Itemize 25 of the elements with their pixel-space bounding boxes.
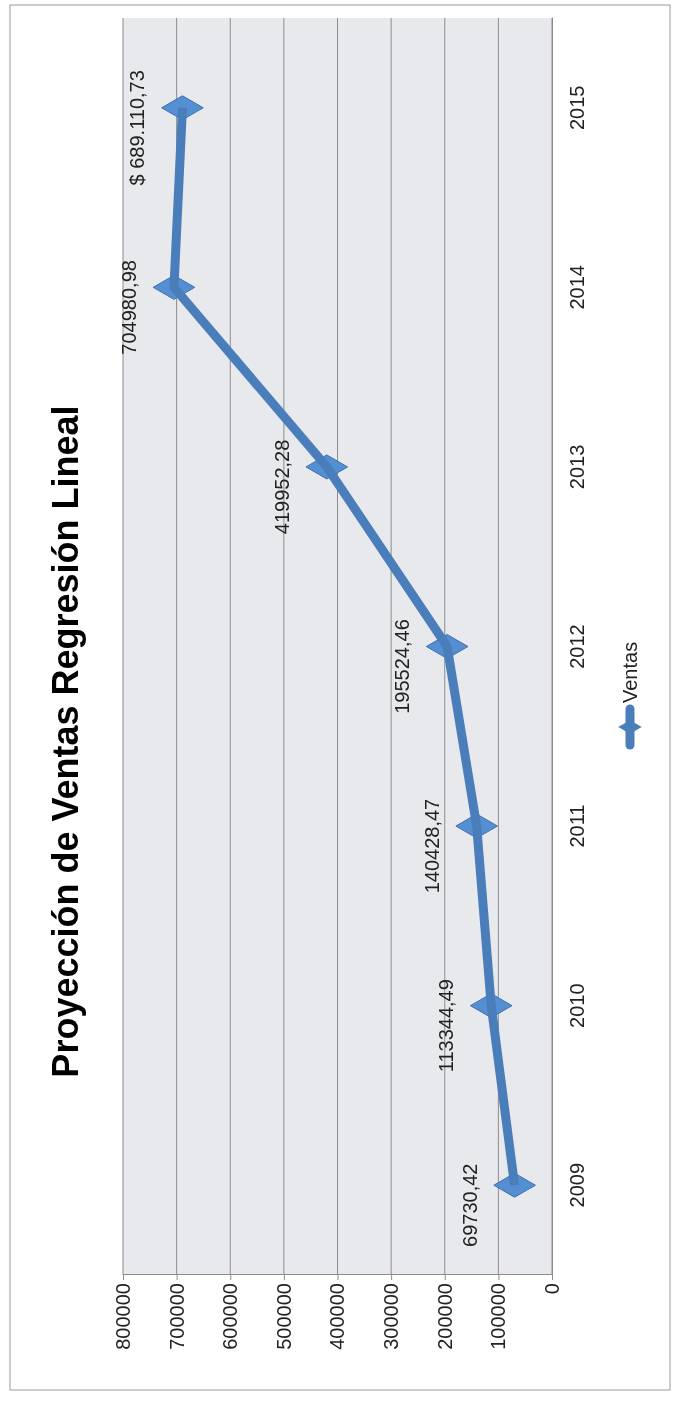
x-tick-label: 100000 — [487, 1283, 510, 1350]
y-tick-label: 2013 — [566, 444, 589, 490]
x-tick-label: 700000 — [165, 1283, 188, 1350]
x-tick-label: 500000 — [272, 1283, 295, 1350]
data-label: 704980,98 — [117, 260, 140, 355]
text: Ventas — [619, 641, 641, 703]
data-label: 113344,49 — [435, 979, 458, 1073]
data-label: 195524,46 — [391, 619, 414, 714]
x-tick-label: 300000 — [380, 1283, 403, 1350]
y-tick-label: 2012 — [566, 624, 589, 669]
y-tick-label: 2010 — [566, 983, 589, 1028]
x-tick-label: 400000 — [326, 1283, 349, 1350]
x-tick-label: 600000 — [219, 1283, 242, 1350]
text: Proyección de Ventas Regresión Lineal — [45, 405, 86, 1078]
x-tick-label: 0 — [540, 1283, 563, 1295]
data-label: 140428,47 — [420, 798, 443, 894]
y-tick-label: 2014 — [566, 265, 589, 310]
y-tick-label: 2009 — [566, 1162, 589, 1208]
x-tick-label: 800000 — [111, 1283, 134, 1350]
y-tick-label: 2011 — [566, 804, 589, 848]
y-tick-label: 2015 — [566, 85, 589, 131]
x-tick-label: 200000 — [433, 1283, 456, 1350]
data-label: 419952,28 — [270, 439, 293, 535]
data-label: $ 689.110,73 — [126, 70, 149, 186]
data-label: 69730,42 — [458, 1163, 481, 1247]
